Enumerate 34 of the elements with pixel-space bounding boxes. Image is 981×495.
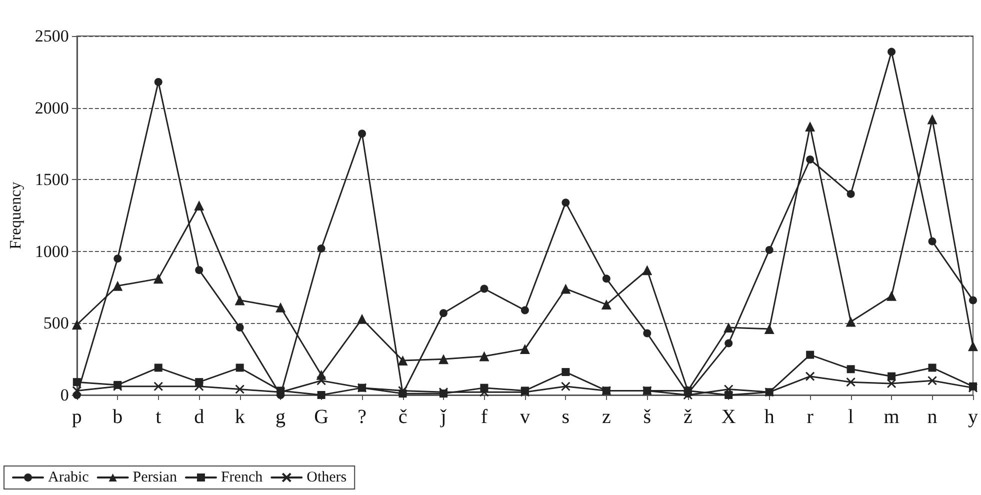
x-tick-label: h	[764, 406, 774, 428]
y-tick-label: 1000	[34, 242, 69, 261]
x-tick-label: k	[234, 406, 245, 428]
legend-label: Others	[306, 470, 347, 486]
y-tick-label: 2000	[34, 98, 69, 118]
x-tick-label: g	[276, 406, 286, 428]
x-tick-label: ǰ	[440, 406, 447, 428]
x-tick-label: v	[520, 406, 530, 428]
y-tick-label: 0	[60, 386, 69, 404]
y-tick-label: 2500	[34, 26, 69, 46]
x-tick-label: z	[602, 406, 611, 428]
x-tick-label: s	[562, 406, 570, 428]
x-tick-label: b	[112, 406, 123, 428]
x-tick-label: š	[643, 406, 652, 428]
legend-label: Arabic	[48, 470, 90, 486]
y-tick-label: 1500	[34, 170, 69, 190]
x-tick-label: p	[72, 406, 82, 428]
y-tick-label: 500	[43, 314, 69, 333]
legend-label: French	[220, 470, 264, 486]
x-tick-label: l	[848, 406, 854, 428]
x-tick-label: y	[968, 406, 978, 428]
x-tick-label: f	[480, 406, 488, 428]
x-tick-label: ž	[683, 406, 692, 428]
x-tick-label: č	[398, 406, 408, 428]
x-tick-label: t	[156, 406, 162, 428]
legend-label: Persian	[132, 470, 178, 486]
x-tick-label: r	[806, 406, 814, 428]
x-tick-label: ?	[358, 406, 367, 428]
x-tick-label: n	[927, 406, 938, 428]
y-axis-title: Frequency	[8, 182, 24, 250]
x-tick-label: m	[884, 406, 900, 428]
x-tick-label: d	[194, 406, 204, 428]
x-tick-label: G	[314, 406, 329, 428]
x-tick-label: X	[721, 406, 736, 428]
